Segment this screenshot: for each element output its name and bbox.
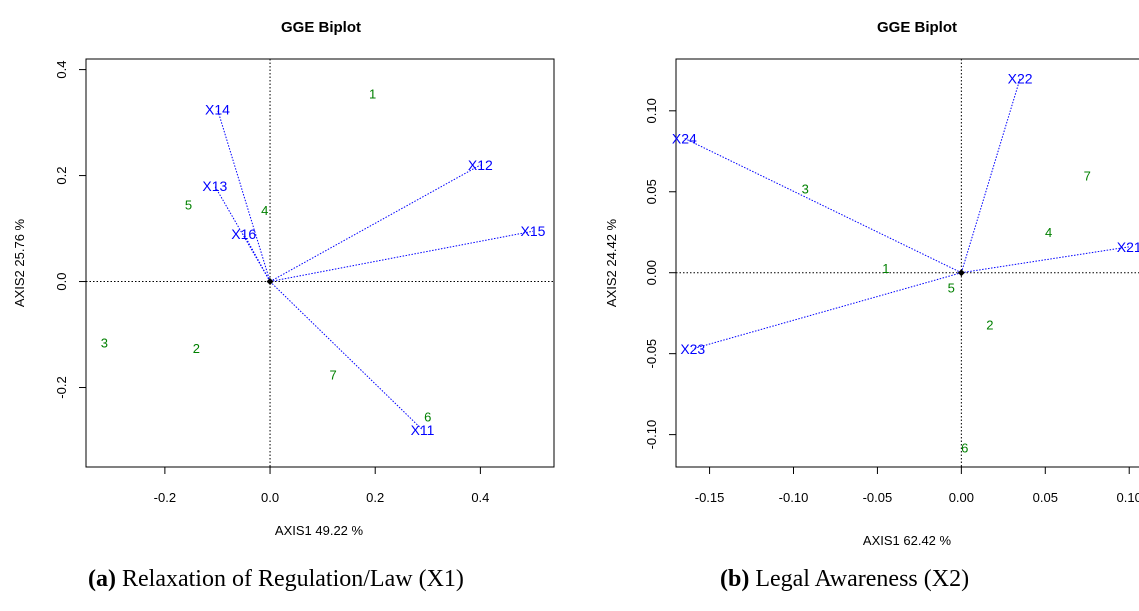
x-tick-label: 0.10	[1117, 490, 1139, 505]
caption-a: (a) Relaxation of Regulation/Law (X1)	[88, 566, 464, 593]
plot-frame	[85, 58, 555, 468]
genotype-label: 3	[802, 182, 809, 197]
environment-label: X24	[672, 130, 697, 146]
chart-title: GGE Biplot	[281, 19, 361, 36]
environment-label: X14	[205, 101, 230, 117]
y-axis-label: AXIS2 24.42 %	[604, 218, 619, 307]
origin-marker	[266, 278, 274, 286]
y-tick-label: 0.0	[54, 273, 69, 291]
x-axis-label: AXIS1 62.42 %	[863, 533, 952, 548]
biplot-panel-a: GGE Biplot -0.2 0.0 0.2 0.4 -0.2 0.0 0.2 0.4 X1…	[12, 19, 555, 538]
genotype-label: 6	[424, 410, 431, 425]
caption-tag: (a)	[88, 566, 116, 592]
genotype-label: 1	[882, 261, 889, 276]
x-tick-label: 0.0	[261, 490, 279, 505]
x-tick-label: -0.05	[863, 490, 893, 505]
environment-vector	[960, 78, 1021, 273]
genotype-label: 4	[1045, 225, 1052, 240]
y-tick-label: 0.10	[644, 98, 659, 123]
x-axis-label: AXIS1 49.22 %	[275, 523, 364, 538]
environment-vector	[684, 137, 962, 274]
biplot-panel-b: GGE Biplot -0.15 -0.10 -0.05 0.00 0.05 0.10 -0…	[604, 19, 1139, 548]
environment-vector	[269, 281, 423, 431]
x-tick-label: 0.2	[366, 490, 384, 505]
caption-text: Relaxation of Regulation/Law (X1)	[121, 566, 464, 592]
genotype-label: 7	[1084, 169, 1091, 184]
genotype-label: 4	[261, 203, 268, 218]
x-tick-label: -0.15	[695, 490, 725, 505]
x-tick-label: -0.10	[779, 490, 809, 505]
genotype-label: 1	[369, 86, 376, 101]
caption-text: Legal Awareness (X2)	[755, 566, 970, 592]
environment-label: X12	[468, 157, 493, 173]
plot-frame	[675, 58, 1139, 468]
y-tick-label: 0.2	[54, 167, 69, 185]
y-tick-label: -0.05	[644, 339, 659, 369]
environment-label: X16	[231, 226, 256, 242]
x-tick-label: 0.00	[949, 490, 974, 505]
genotype-label: 3	[101, 335, 108, 350]
environment-vector	[269, 230, 534, 283]
environment-vector	[243, 233, 271, 282]
chart-title: GGE Biplot	[877, 19, 957, 36]
origin-marker	[957, 269, 965, 277]
y-axis-label: AXIS2 25.76 %	[12, 218, 27, 307]
environment-vector	[216, 109, 271, 282]
genotype-label: 2	[986, 318, 993, 333]
x-tick-label: 0.4	[471, 490, 489, 505]
environment-label: X15	[521, 223, 546, 239]
x-tick-label: -0.2	[154, 490, 176, 505]
y-tick-label: 0.05	[644, 179, 659, 204]
y-tick-label: -0.2	[54, 376, 69, 398]
environment-vector	[269, 164, 481, 282]
environment-label: X11	[411, 422, 435, 438]
y-tick-label: 0.00	[644, 260, 659, 285]
environment-vector	[692, 272, 962, 350]
environment-label: X22	[1008, 70, 1033, 86]
genotype-label: 6	[961, 441, 968, 456]
caption-b: (b) Legal Awareness (X2)	[720, 566, 969, 593]
caption-tag: (b)	[720, 566, 750, 592]
x-tick-label: 0.05	[1033, 490, 1058, 505]
environment-label: X21	[1117, 239, 1139, 255]
genotype-label: 7	[330, 367, 337, 382]
environment-label: X23	[680, 341, 705, 357]
environment-vector	[961, 246, 1130, 274]
y-tick-label: 0.4	[54, 61, 69, 79]
environment-label: X13	[202, 178, 227, 194]
y-tick-label: -0.10	[644, 420, 659, 450]
genotype-label: 2	[193, 341, 200, 356]
genotype-label: 5	[185, 198, 192, 213]
genotype-label: 5	[948, 280, 955, 295]
